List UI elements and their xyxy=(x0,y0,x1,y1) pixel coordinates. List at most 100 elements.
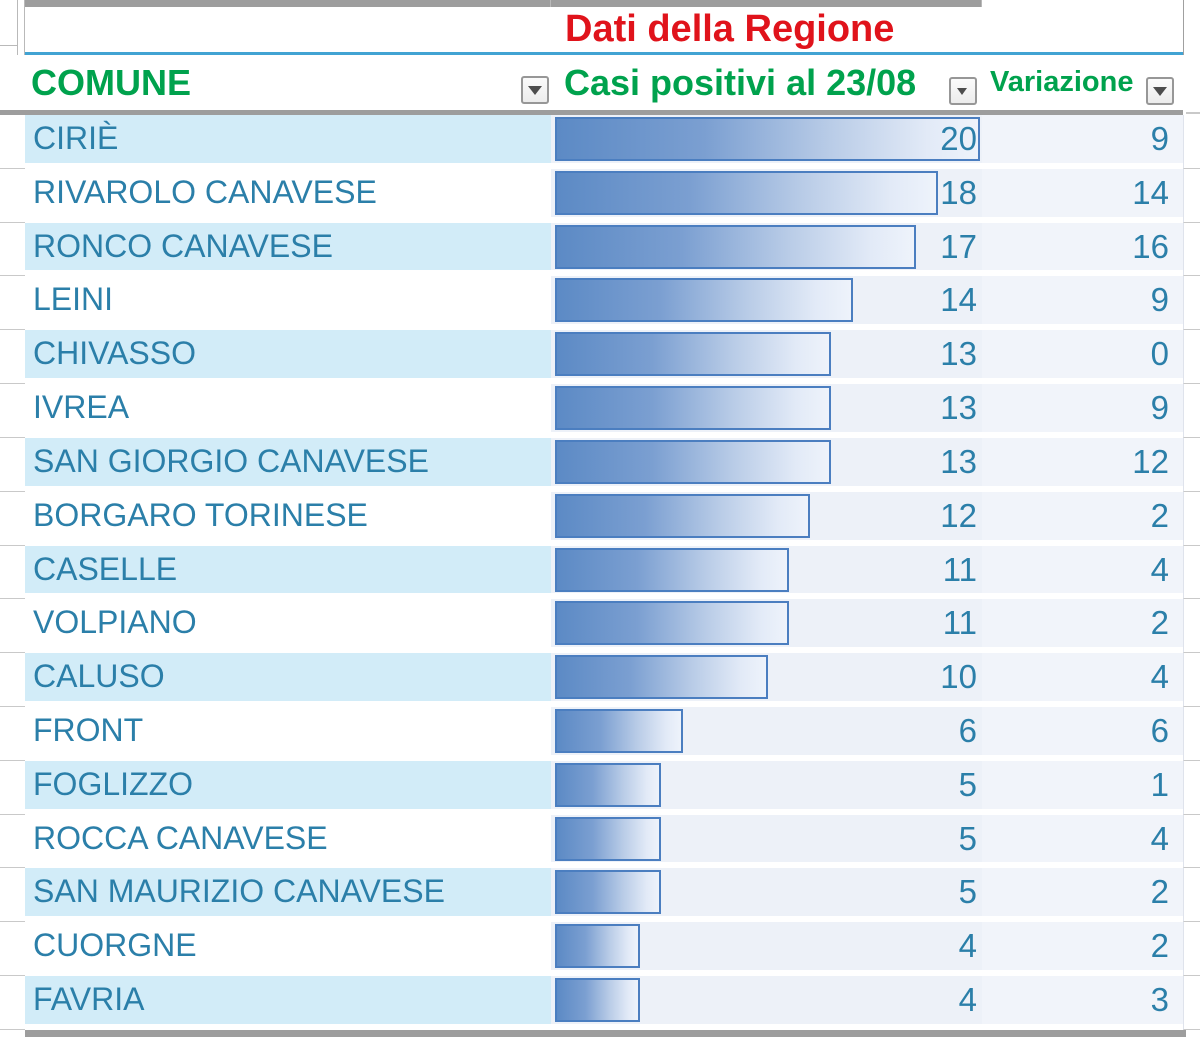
row-margin-left xyxy=(0,491,25,546)
table-row: FRONT 6 6 xyxy=(0,706,1200,761)
comune-name: CIRIÈ xyxy=(33,120,119,156)
casi-positivi-cell[interactable]: 12 xyxy=(551,491,982,546)
table-row: SAN GIORGIO CANAVESE 13 12 xyxy=(0,437,1200,492)
data-bar xyxy=(555,224,916,269)
row-margin-right xyxy=(1183,868,1200,923)
row-margin-left xyxy=(0,276,25,331)
casi-positivi-cell[interactable]: 13 xyxy=(551,330,982,385)
variazione-cell[interactable]: 4 xyxy=(982,545,1183,600)
variazione-cell[interactable]: 12 xyxy=(982,437,1183,492)
casi-positivi-cell[interactable]: 18 xyxy=(551,168,982,223)
column-header-variazione[interactable]: Variazione xyxy=(990,66,1134,98)
variazione-value: 12 xyxy=(1132,442,1169,480)
variazione-value: 9 xyxy=(1150,120,1169,157)
comune-cell[interactable]: FRONT xyxy=(25,706,551,761)
variazione-cell[interactable]: 9 xyxy=(982,276,1183,331)
comune-cell[interactable]: BORGARO TORINESE xyxy=(25,491,551,546)
row-margin-left xyxy=(0,976,25,1030)
variazione-value: 4 xyxy=(1150,819,1169,857)
casi-positivi-cell[interactable]: 13 xyxy=(551,437,982,492)
comune-cell[interactable]: FAVRIA xyxy=(25,976,551,1030)
variazione-cell[interactable]: 3 xyxy=(982,976,1183,1030)
column-header-casi-positivi[interactable]: Casi positivi al 23/08 xyxy=(564,62,917,103)
row-margin-left xyxy=(0,222,25,277)
dropdown-arrow-icon xyxy=(1153,86,1167,96)
comune-cell[interactable]: SAN GIORGIO CANAVESE xyxy=(25,437,551,492)
casi-positivi-cell[interactable]: 6 xyxy=(551,706,982,761)
casi-positivi-cell[interactable]: 14 xyxy=(551,276,982,331)
casi-positivi-value: 11 xyxy=(942,550,977,588)
casi-positivi-cell[interactable]: 10 xyxy=(551,653,982,707)
row-margin-right xyxy=(1183,276,1200,331)
table-row: CHIVASSO 13 0 xyxy=(0,330,1200,385)
table-row: CIRIÈ 20 9 xyxy=(0,115,1200,169)
row-margin-left xyxy=(0,653,25,707)
comune-cell[interactable]: LEINI xyxy=(25,276,551,331)
casi-positivi-cell[interactable]: 5 xyxy=(551,868,982,923)
filter-button-variazione[interactable] xyxy=(1146,77,1174,105)
variazione-cell[interactable]: 2 xyxy=(982,599,1183,654)
comune-cell[interactable]: CHIVASSO xyxy=(25,330,551,385)
casi-positivi-cell[interactable]: 4 xyxy=(551,922,982,976)
comune-name: CASELLE xyxy=(33,550,178,587)
row-margin-right xyxy=(1183,760,1200,815)
comune-cell[interactable]: SAN MAURIZIO CANAVESE xyxy=(25,868,551,923)
variazione-cell[interactable]: 16 xyxy=(982,222,1183,277)
row-margin-left xyxy=(0,168,25,223)
comune-name: FOGLIZZO xyxy=(33,765,193,802)
comune-cell[interactable]: ROCCA CANAVESE xyxy=(25,814,551,869)
comune-cell[interactable]: RONCO CANAVESE xyxy=(25,222,551,277)
column-header-comune[interactable]: COMUNE xyxy=(31,62,191,103)
casi-positivi-cell[interactable]: 17 xyxy=(551,222,982,277)
filter-button-comune[interactable] xyxy=(521,76,549,104)
variazione-value: 6 xyxy=(1150,711,1169,749)
dropdown-arrow-icon xyxy=(528,85,542,95)
variazione-cell[interactable]: 2 xyxy=(982,868,1183,923)
region-title-cell[interactable]: Dati della Regione xyxy=(551,7,894,52)
variazione-cell[interactable]: 4 xyxy=(982,653,1183,707)
variazione-cell[interactable]: 4 xyxy=(982,814,1183,869)
comune-cell[interactable]: FOGLIZZO xyxy=(25,760,551,815)
casi-positivi-value: 20 xyxy=(940,120,977,157)
casi-positivi-cell[interactable]: 13 xyxy=(551,384,982,438)
data-bar xyxy=(555,978,640,1022)
casi-positivi-cell[interactable]: 11 xyxy=(551,599,982,654)
comune-cell[interactable]: VOLPIANO xyxy=(25,599,551,654)
comune-cell[interactable]: CALUSO xyxy=(25,653,551,707)
variazione-cell[interactable]: 14 xyxy=(982,168,1183,223)
comune-cell[interactable]: IVREA xyxy=(25,384,551,438)
casi-positivi-cell[interactable]: 20 xyxy=(551,115,982,169)
variazione-cell[interactable]: 1 xyxy=(982,760,1183,815)
data-bar xyxy=(555,332,831,377)
variazione-cell[interactable]: 6 xyxy=(982,706,1183,761)
comune-name: RIVAROLO CANAVESE xyxy=(33,173,377,210)
casi-positivi-value: 5 xyxy=(958,873,977,911)
row-margin-right xyxy=(1183,599,1200,654)
row-margin-left xyxy=(0,599,25,654)
variazione-cell[interactable]: 2 xyxy=(982,922,1183,976)
casi-positivi-cell[interactable]: 5 xyxy=(551,814,982,869)
casi-positivi-value: 13 xyxy=(940,442,977,480)
casi-positivi-value: 5 xyxy=(958,819,977,857)
comune-cell[interactable]: CASELLE xyxy=(25,545,551,600)
variazione-cell[interactable]: 2 xyxy=(982,491,1183,546)
table-row: LEINI 14 9 xyxy=(0,276,1200,331)
row-margin-right xyxy=(1183,653,1200,707)
casi-positivi-cell[interactable]: 11 xyxy=(551,545,982,600)
casi-positivi-cell[interactable]: 4 xyxy=(551,976,982,1030)
variazione-cell[interactable]: 0 xyxy=(982,330,1183,385)
filter-sort-button-casi[interactable] xyxy=(949,77,977,105)
variazione-cell[interactable]: 9 xyxy=(982,384,1183,438)
row-margin-right xyxy=(1183,222,1200,277)
comune-cell[interactable]: CIRIÈ xyxy=(25,115,551,169)
comune-cell[interactable]: CUORGNE xyxy=(25,922,551,976)
variazione-value: 2 xyxy=(1150,927,1169,965)
bottom-border-strip xyxy=(25,1030,1186,1037)
casi-positivi-cell[interactable]: 5 xyxy=(551,760,982,815)
variazione-cell[interactable]: 9 xyxy=(982,115,1183,169)
variazione-value: 14 xyxy=(1132,173,1169,211)
data-bar xyxy=(555,601,789,646)
row-margin-left xyxy=(0,115,25,169)
comune-cell[interactable]: RIVAROLO CANAVESE xyxy=(25,168,551,223)
variazione-value: 2 xyxy=(1150,873,1169,911)
